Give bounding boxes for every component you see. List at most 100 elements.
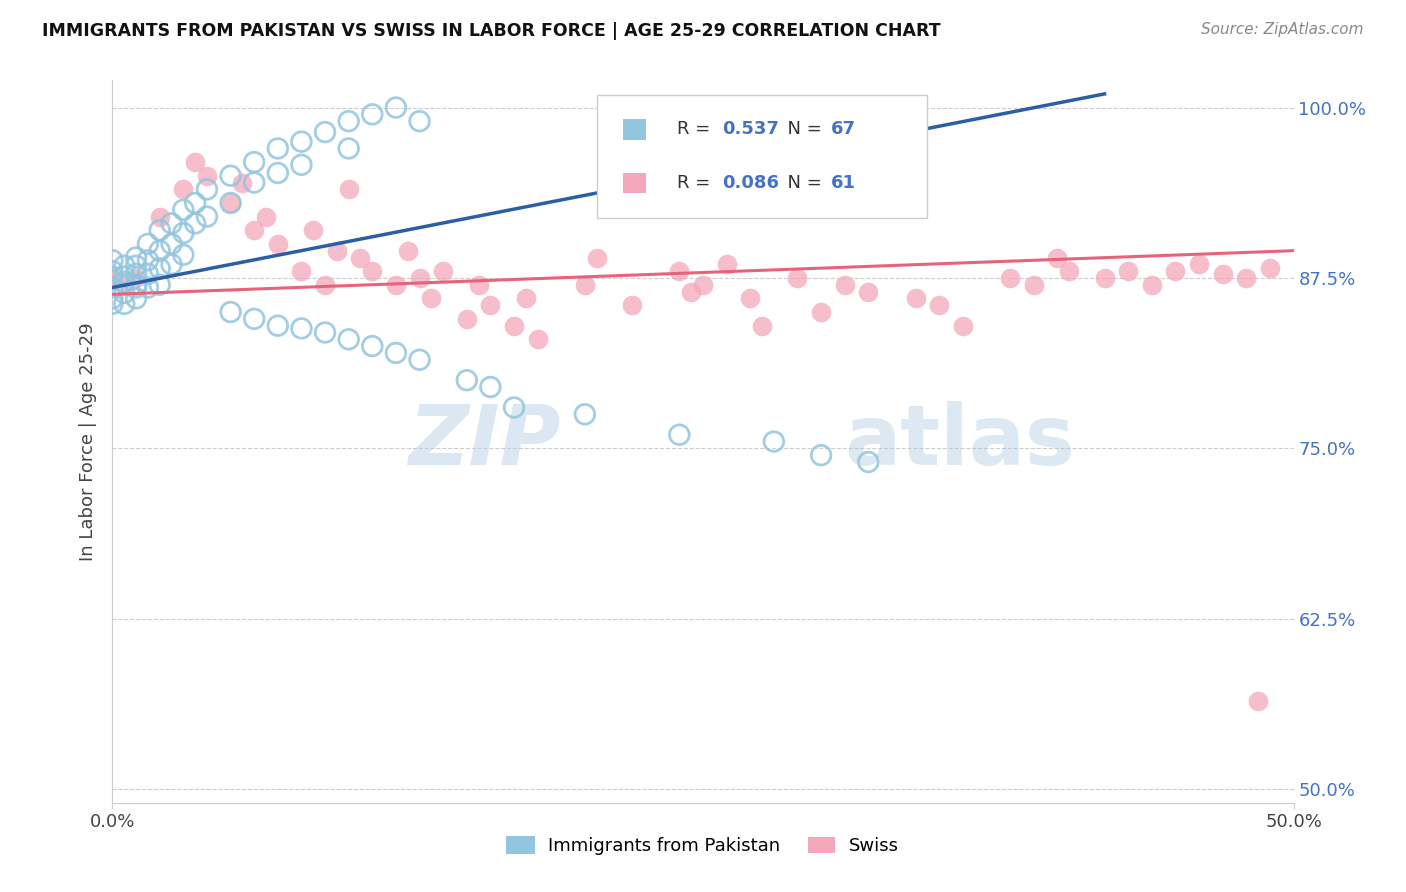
Point [302, 223, 325, 237]
Point [101, 297, 124, 311]
Point [904, 292, 927, 306]
Text: 67: 67 [831, 120, 856, 138]
Point [219, 196, 242, 211]
Point [172, 226, 194, 240]
Point [408, 352, 430, 367]
Point [267, 166, 290, 180]
Point [112, 275, 135, 289]
Point [952, 318, 974, 333]
Point [1022, 277, 1045, 292]
Point [479, 380, 502, 394]
Point [1188, 257, 1211, 271]
Point [681, 285, 703, 299]
Point [160, 236, 183, 251]
Point [136, 253, 159, 268]
Point [337, 332, 360, 346]
Point [585, 251, 607, 265]
Point [928, 298, 950, 312]
Point [160, 257, 183, 271]
Text: N =: N = [776, 174, 828, 192]
Point [267, 318, 290, 333]
Bar [623, 120, 645, 139]
Point [515, 292, 537, 306]
Point [101, 264, 124, 278]
Point [668, 427, 690, 442]
Text: 0.086: 0.086 [721, 174, 779, 192]
Point [456, 311, 478, 326]
Point [160, 216, 183, 230]
Point [243, 223, 266, 237]
Point [1140, 277, 1163, 292]
Point [219, 305, 242, 319]
Point [149, 210, 172, 224]
Point [337, 114, 360, 128]
Point [195, 182, 218, 196]
Point [314, 326, 336, 340]
Point [361, 107, 384, 121]
Text: R =: R = [678, 120, 716, 138]
Point [740, 292, 762, 306]
Point [243, 155, 266, 169]
Point [503, 318, 526, 333]
Bar [623, 173, 645, 193]
Point [149, 277, 172, 292]
Point [432, 264, 454, 278]
Point [172, 182, 194, 196]
Text: IMMIGRANTS FROM PAKISTAN VS SWISS IN LABOR FORCE | AGE 25-29 CORRELATION CHART: IMMIGRANTS FROM PAKISTAN VS SWISS IN LAB… [42, 22, 941, 40]
Point [172, 248, 194, 262]
Point [184, 196, 207, 211]
Point [574, 407, 596, 421]
Point [361, 339, 384, 353]
Point [112, 259, 135, 273]
Point [219, 196, 242, 211]
Point [184, 216, 207, 230]
Point [184, 155, 207, 169]
Point [101, 292, 124, 306]
Point [125, 271, 148, 285]
Point [231, 176, 253, 190]
Point [385, 277, 408, 292]
Point [456, 373, 478, 387]
Point [125, 267, 148, 281]
Point [195, 169, 218, 183]
Point [668, 264, 690, 278]
Point [101, 271, 124, 285]
Point [125, 277, 148, 292]
Point [786, 271, 808, 285]
FancyBboxPatch shape [596, 95, 928, 218]
Text: atlas: atlas [845, 401, 1076, 482]
Text: ZIP: ZIP [409, 401, 561, 482]
Point [1247, 693, 1270, 707]
Point [136, 236, 159, 251]
Point [834, 277, 856, 292]
Point [290, 264, 312, 278]
Point [574, 277, 596, 292]
Point [1258, 261, 1281, 276]
Point [125, 280, 148, 294]
Text: N =: N = [776, 120, 828, 138]
Point [112, 297, 135, 311]
Point [716, 257, 738, 271]
Point [503, 401, 526, 415]
Point [1094, 271, 1116, 285]
Point [692, 277, 714, 292]
Point [172, 202, 194, 217]
Point [467, 277, 489, 292]
Text: 0.537: 0.537 [721, 120, 779, 138]
Point [290, 158, 312, 172]
Point [101, 280, 124, 294]
Point [420, 292, 443, 306]
Point [136, 280, 159, 294]
Point [149, 223, 172, 237]
Point [998, 271, 1021, 285]
Point [326, 244, 349, 258]
Point [385, 101, 408, 115]
Point [125, 251, 148, 265]
Point [385, 346, 408, 360]
Point [290, 135, 312, 149]
Text: Source: ZipAtlas.com: Source: ZipAtlas.com [1201, 22, 1364, 37]
Text: 61: 61 [831, 174, 856, 192]
Point [314, 125, 336, 139]
Point [290, 321, 312, 335]
Point [219, 169, 242, 183]
